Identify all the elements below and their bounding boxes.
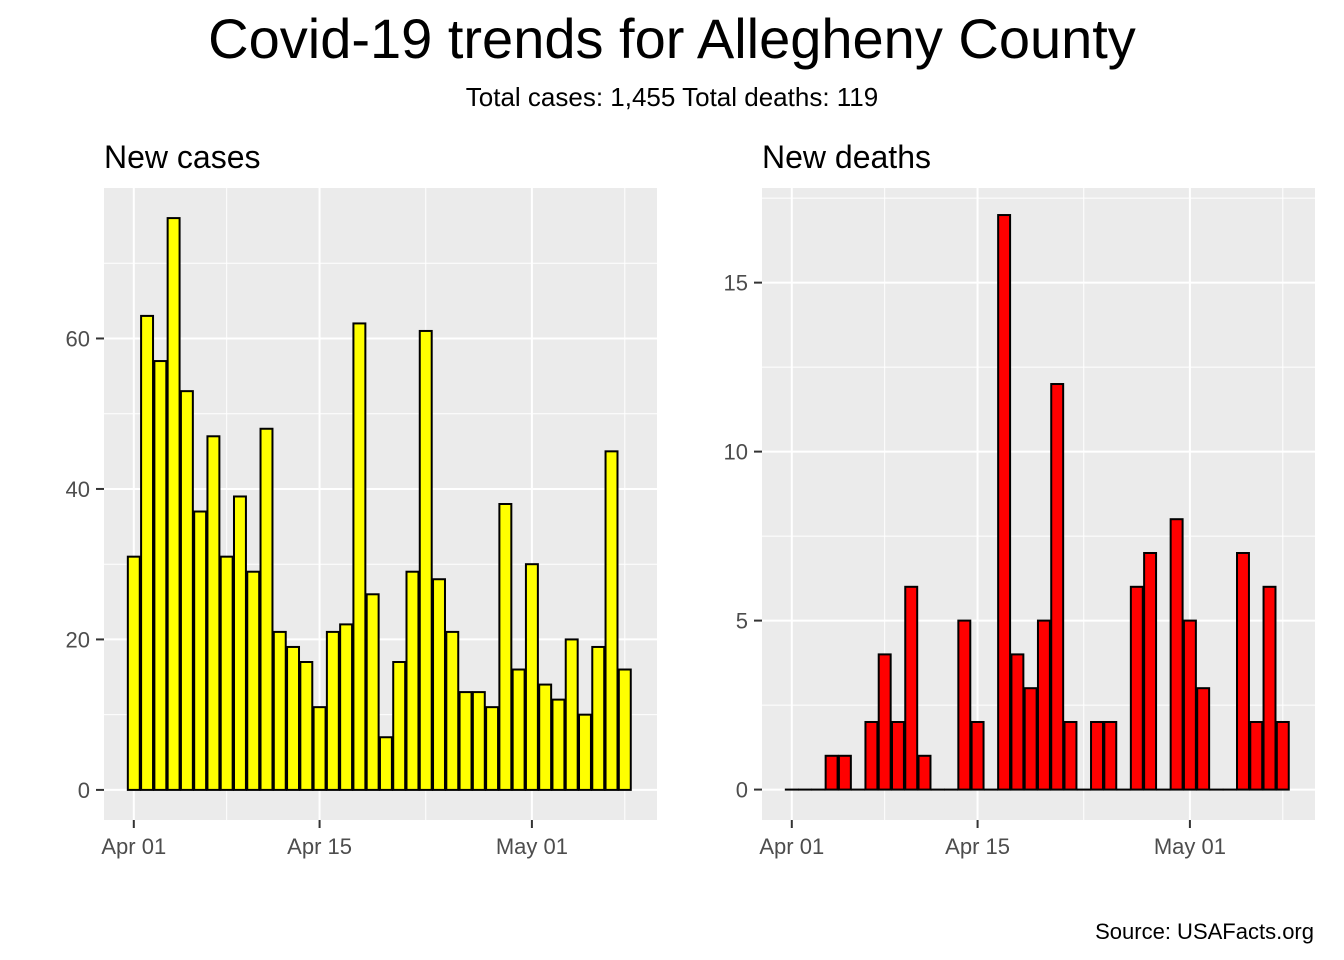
- deaths-bar: 2020-05-02: 3: [1196, 687, 1211, 791]
- deaths-bar: 2020-04-20: 5: [1036, 619, 1051, 791]
- cases-bar: 2020-04-08: 31: [219, 555, 234, 791]
- cases-bar: 2020-04-12: 21: [272, 630, 287, 791]
- cases-bar: 2020-04-17: 22: [339, 623, 354, 791]
- cases-bar: 2020-04-04: 76: [166, 217, 181, 791]
- cases-bar: 2020-04-02: 63: [140, 314, 155, 791]
- cases-bar: 2020-04-16: 21: [325, 630, 340, 791]
- deaths-bar: 2020-04-21: 12: [1050, 383, 1065, 791]
- chart-main-title: Covid-19 trends for Allegheny County: [208, 7, 1136, 70]
- deaths-bar: 2020-05-06: 2: [1249, 720, 1264, 791]
- deaths-ytick-label: 10: [724, 440, 748, 465]
- deaths-chart-panel: 2020-04-01: 02020-04-02: 02020-04-03: 02…: [724, 188, 1315, 859]
- deaths-bar: 2020-04-17: 17: [997, 214, 1012, 791]
- cases-bar: 2020-05-08: 16: [617, 668, 632, 791]
- cases-bar: 2020-05-02: 14: [538, 683, 553, 791]
- deaths-bar: 2020-04-24: 2: [1090, 720, 1104, 791]
- cases-bar: 2020-04-13: 19: [286, 645, 301, 791]
- deaths-ytick-label: 5: [736, 609, 748, 634]
- deaths-bar: 2020-04-19: 3: [1023, 687, 1038, 791]
- cases-bar: 2020-04-28: 11: [485, 706, 500, 791]
- deaths-bar: 2020-04-04: 1: [824, 754, 839, 791]
- chart-subtitle: Total cases: 1,455 Total deaths: 119: [465, 82, 879, 112]
- deaths-bar: 2020-04-14: 5: [957, 619, 972, 791]
- cases-bar: 2020-04-06: 37: [193, 510, 208, 791]
- cases-bar: 2020-04-05: 53: [179, 390, 194, 791]
- cases-bar: 2020-04-23: 61: [418, 329, 433, 791]
- cases-bar: 2020-05-03: 12: [551, 698, 566, 791]
- cases-bar: 2020-04-19: 26: [365, 593, 380, 791]
- cases-bar: 2020-04-25: 21: [445, 630, 460, 791]
- cases-ytick-label: 20: [66, 627, 90, 652]
- panel-title-deaths: New deaths: [762, 139, 931, 175]
- cases-bar: 2020-04-21: 17: [392, 661, 407, 791]
- cases-bar: 2020-04-01: 31: [126, 555, 141, 791]
- cases-bar: 2020-04-18: 62: [352, 322, 367, 791]
- deaths-ytick-label: 0: [736, 778, 748, 803]
- cases-xtick-label: Apr 15: [287, 834, 352, 859]
- cases-bar: 2020-04-24: 28: [432, 578, 446, 791]
- cases-bar: 2020-05-04: 20: [564, 638, 579, 791]
- deaths-bar: 2020-04-09: 2: [890, 720, 905, 791]
- cases-ytick-label: 40: [66, 477, 90, 502]
- cases-bar: 2020-04-27: 13: [471, 691, 486, 791]
- cases-bar: 2020-04-11: 48: [259, 427, 274, 791]
- deaths-bar: 2020-05-08: 2: [1275, 720, 1290, 791]
- deaths-ytick-label: 15: [724, 271, 748, 296]
- cases-bar: 2020-04-29: 38: [498, 503, 513, 791]
- panel-title-cases: New cases: [104, 139, 261, 175]
- cases-bar: 2020-04-07: 47: [206, 435, 221, 791]
- deaths-bar: 2020-04-15: 2: [970, 720, 985, 791]
- deaths-bar: 2020-04-28: 7: [1143, 552, 1158, 791]
- deaths-bar: 2020-04-05: 1: [837, 754, 852, 791]
- deaths-bar: 2020-05-05: 7: [1236, 552, 1250, 791]
- cases-bar: 2020-04-20: 7: [378, 736, 393, 791]
- cases-bar: 2020-04-15: 11: [312, 706, 327, 791]
- deaths-bar: 2020-04-11: 1: [917, 754, 932, 791]
- deaths-bar: 2020-04-18: 4: [1010, 653, 1025, 791]
- deaths-bar: 2020-04-07: 2: [864, 720, 879, 791]
- deaths-bar: 2020-04-27: 6: [1129, 585, 1144, 791]
- deaths-xtick-label: Apr 15: [945, 834, 1010, 859]
- deaths-bar: 2020-04-10: 6: [904, 585, 919, 791]
- cases-bar: 2020-04-10: 29: [246, 570, 261, 791]
- cases-bar: 2020-04-14: 17: [299, 661, 314, 791]
- cases-bar: 2020-05-06: 19: [591, 645, 606, 791]
- cases-ytick-label: 60: [66, 326, 90, 351]
- cases-xtick-label: May 01: [496, 834, 568, 859]
- deaths-bar: 2020-04-22: 2: [1063, 720, 1078, 791]
- deaths-bar: 2020-04-08: 4: [877, 653, 892, 791]
- deaths-bar: 2020-05-01: 5: [1182, 619, 1197, 791]
- deaths-bar: 2020-05-07: 6: [1262, 585, 1277, 791]
- cases-bar: 2020-04-26: 13: [458, 691, 473, 791]
- deaths-bar: 2020-04-25: 2: [1103, 720, 1118, 791]
- deaths-xtick-label: May 01: [1154, 834, 1226, 859]
- source-caption: Source: USAFacts.org: [1095, 919, 1314, 944]
- cases-bar: 2020-04-03: 57: [153, 360, 168, 791]
- cases-bar: 2020-04-22: 29: [405, 570, 420, 791]
- cases-bar: 2020-05-05: 10: [578, 713, 592, 791]
- deaths-xtick-label: Apr 01: [759, 834, 824, 859]
- cases-bar: 2020-05-07: 45: [604, 450, 619, 791]
- cases-chart-panel: 2020-04-01: 312020-04-02: 632020-04-03: …: [66, 188, 657, 859]
- cases-xtick-label: Apr 01: [101, 834, 166, 859]
- cases-ytick-label: 0: [78, 778, 90, 803]
- deaths-bar: 2020-04-30: 8: [1169, 518, 1184, 791]
- cases-bar: 2020-05-01: 30: [524, 563, 539, 791]
- cases-bar: 2020-04-09: 39: [232, 495, 247, 791]
- cases-bar: 2020-04-30: 16: [511, 668, 526, 791]
